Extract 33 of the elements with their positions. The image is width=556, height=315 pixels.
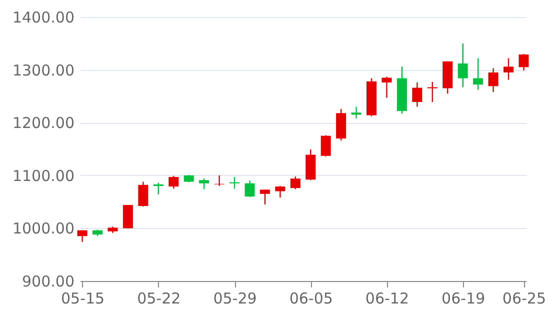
candlestick: [199, 178, 210, 190]
candlestick: [153, 182, 164, 196]
x-tick-label: 06-19: [442, 290, 486, 308]
candlestick: [488, 68, 498, 93]
candlestick: [320, 134, 331, 157]
candlestick: [168, 175, 179, 190]
y-tick-label: 1300.00: [12, 61, 74, 80]
y-tick-label: 1000.00: [12, 220, 74, 238]
candlestick: [473, 58, 484, 90]
x-tick-label: 05-29: [213, 290, 257, 308]
candlestick: [275, 185, 286, 198]
candlestick: [503, 58, 514, 80]
candlestick: [244, 180, 255, 198]
candlestick: [290, 176, 300, 190]
candlestick: [351, 106, 362, 119]
y-tick-label: 1200.00: [12, 114, 74, 132]
candlestick: [412, 82, 422, 108]
x-tick-label: 06-12: [365, 290, 410, 308]
candlestick: [427, 81, 438, 103]
candlestick: [518, 53, 529, 71]
y-tick-label: 1100.00: [12, 166, 74, 185]
x-tick-label: 05-15: [60, 290, 105, 308]
candlestick: [458, 42, 468, 88]
y-tick-label: 900.00: [22, 272, 74, 290]
y-tick-label: 1400.00: [12, 8, 74, 26]
x-tick-label: 06-25: [502, 290, 546, 308]
candlestick: [382, 76, 392, 98]
x-tick-label: 05-22: [137, 290, 181, 308]
x-tick-label: 06-05: [289, 290, 333, 308]
candlestick: [260, 189, 270, 206]
candlestick: [138, 181, 148, 208]
candlestick: [230, 176, 240, 190]
candlestick: [214, 174, 224, 187]
